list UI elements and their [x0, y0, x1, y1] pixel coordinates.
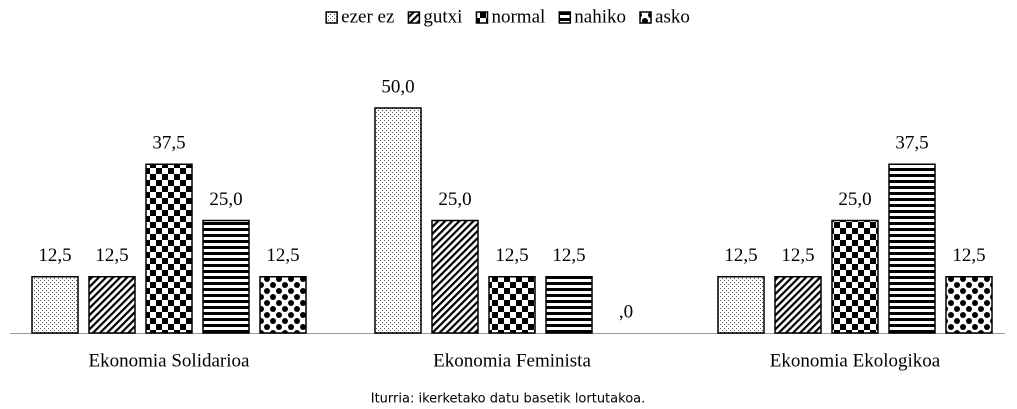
value-label: 12,5 [95, 245, 128, 266]
bar [431, 219, 479, 334]
source-note: Iturria: ikerketako datu basetik lortuta… [371, 392, 646, 407]
legend-label: nahiko [574, 6, 626, 27]
bar [717, 276, 765, 334]
value-label: 25,0 [838, 189, 871, 210]
bar [831, 219, 879, 334]
legend-label: asko [655, 6, 690, 27]
value-label: 37,5 [895, 133, 928, 154]
legend-swatch [407, 11, 421, 24]
x-tick-label: Ekonomia Solidarioa [89, 350, 251, 371]
bar [488, 276, 536, 334]
value-label: 12,5 [952, 245, 985, 266]
bar [945, 276, 993, 334]
value-label: ,0 [619, 301, 633, 322]
bar [88, 276, 136, 334]
bar [31, 276, 79, 334]
value-label: 12,5 [495, 245, 528, 266]
value-label: 50,0 [381, 76, 414, 97]
bar [202, 219, 250, 334]
legend-swatch [475, 11, 489, 24]
legend-label: ezer ez [341, 6, 394, 27]
value-label: 12,5 [38, 245, 71, 266]
bar [888, 163, 936, 334]
bar [145, 163, 193, 334]
value-label: 37,5 [152, 133, 185, 154]
value-label: 12,5 [552, 245, 585, 266]
value-label: 12,5 [781, 245, 814, 266]
legend-swatch [558, 11, 572, 24]
value-label: 25,0 [209, 189, 242, 210]
x-tick-label: Ekonomia Feminista [433, 350, 591, 371]
legend-swatch [325, 11, 338, 24]
value-label: 25,0 [438, 189, 471, 210]
legend-swatch [639, 11, 652, 24]
bar [774, 276, 822, 334]
legend-label: normal [491, 6, 545, 27]
legend-label: gutxi [423, 6, 462, 27]
x-tick-label: Ekonomia Ekologikoa [770, 350, 941, 371]
bar [374, 107, 422, 334]
bar [259, 276, 307, 334]
value-label: 12,5 [724, 245, 757, 266]
bar [545, 276, 593, 334]
value-label: 12,5 [266, 245, 299, 266]
